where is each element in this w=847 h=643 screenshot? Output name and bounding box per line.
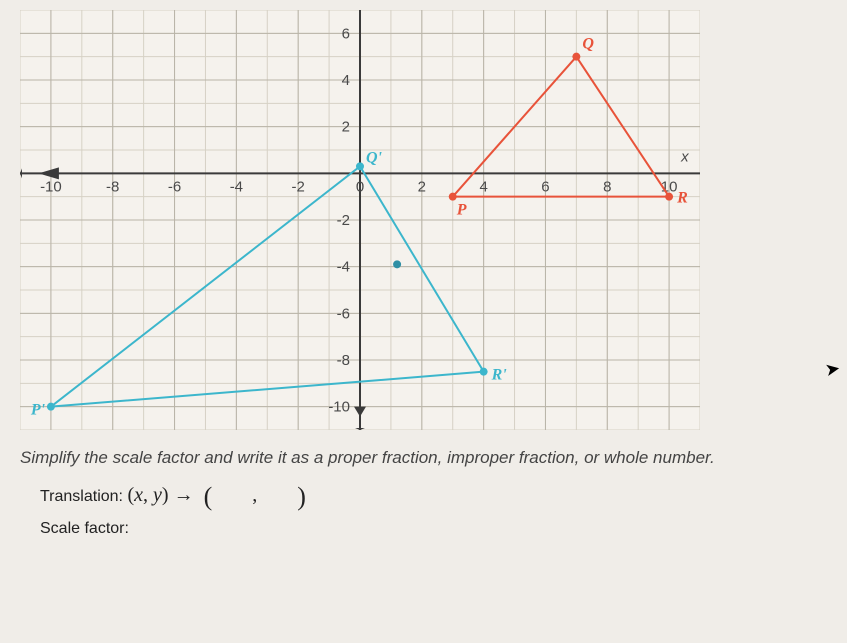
scale-row: Scale factor: (40, 520, 807, 538)
svg-text:4: 4 (342, 72, 350, 89)
svg-text:6: 6 (541, 178, 549, 195)
svg-text:-2: -2 (292, 178, 305, 195)
svg-text:8: 8 (603, 178, 611, 195)
svg-text:6: 6 (342, 25, 350, 42)
svg-text:x: x (680, 148, 689, 165)
svg-text:2: 2 (342, 119, 350, 136)
svg-text:P': P' (30, 402, 46, 419)
scale-label: Scale factor: (40, 520, 129, 537)
translation-row: Translation: (x, y) → ( , ) (40, 482, 807, 512)
svg-text:2: 2 (418, 178, 426, 195)
svg-text:0: 0 (356, 178, 364, 195)
svg-text:-6: -6 (337, 305, 350, 322)
cursor-icon: ➤ (823, 358, 842, 381)
svg-text:P: P (456, 202, 467, 219)
svg-text:4: 4 (479, 178, 487, 195)
svg-text:-4: -4 (337, 259, 350, 276)
svg-text:-2: -2 (337, 212, 350, 229)
chart-svg: -10-8-6-4-20246810642-2-4-6-8-10xP'Q'R'P… (20, 10, 700, 430)
translation-label: Translation: (40, 488, 123, 505)
svg-text:Q': Q' (366, 149, 383, 166)
instruction-text: Simplify the scale factor and write it a… (20, 448, 827, 468)
svg-text:-10: -10 (40, 178, 62, 195)
svg-text:-6: -6 (168, 178, 181, 195)
coordinate-chart: -10-8-6-4-20246810642-2-4-6-8-10xP'Q'R'P… (20, 10, 700, 430)
translation-formula: (x, y) → ( , ) (127, 484, 305, 506)
svg-text:-8: -8 (106, 178, 119, 195)
svg-text:-10: -10 (328, 399, 350, 416)
svg-text:Q: Q (582, 36, 594, 53)
svg-text:-8: -8 (337, 352, 350, 369)
svg-text:R: R (676, 190, 688, 207)
svg-text:-4: -4 (230, 178, 243, 195)
svg-text:R': R' (491, 367, 508, 384)
